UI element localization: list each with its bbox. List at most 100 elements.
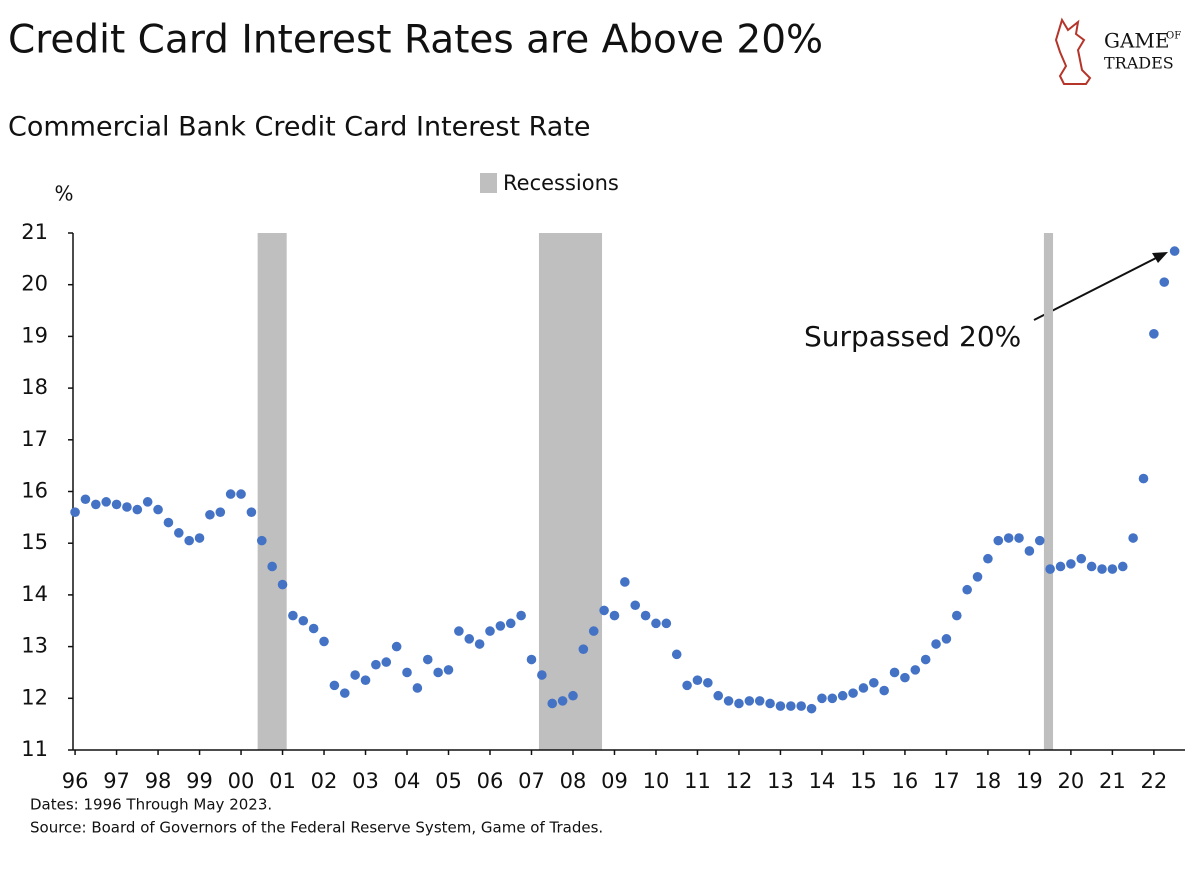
- recession-band: [1043, 233, 1054, 750]
- point: [215, 507, 226, 517]
- note: Dates: 1996 Through May 2023.: [30, 796, 272, 814]
- point: [495, 621, 506, 631]
- point: [184, 535, 194, 546]
- point: [931, 639, 941, 649]
- chart-subtitle: Commercial Bank Credit Card Interest Rat…: [8, 112, 591, 143]
- x-tick-label: 96: [62, 769, 89, 793]
- point: [1138, 473, 1149, 484]
- point: [827, 693, 838, 704]
- x-tick-label: 10: [643, 769, 670, 793]
- x-tick-label: 02: [311, 769, 338, 793]
- point: [225, 489, 236, 499]
- point: [723, 696, 734, 706]
- x-tick-label: 01: [269, 769, 296, 793]
- point: [516, 610, 526, 621]
- point: [889, 667, 900, 678]
- y-tick-label: 21: [21, 220, 48, 244]
- point: [848, 688, 858, 698]
- point: [837, 690, 848, 701]
- x-tick-label: 07: [518, 769, 545, 793]
- x-tick-label: 98: [145, 769, 172, 793]
- x-tick-label: 15: [850, 769, 877, 793]
- point: [1066, 559, 1076, 569]
- point: [869, 677, 879, 688]
- point: [941, 634, 952, 644]
- point: [132, 504, 143, 515]
- point: [454, 626, 464, 636]
- x-tick-label: 05: [435, 769, 462, 793]
- point: [474, 639, 485, 649]
- point: [920, 654, 931, 665]
- point: [1169, 246, 1180, 256]
- point: [588, 626, 599, 636]
- point: [765, 698, 775, 709]
- annotation-arrow: [1033, 255, 1161, 321]
- point: [246, 507, 257, 517]
- point: [236, 489, 246, 499]
- point: [1149, 329, 1159, 339]
- point: [630, 600, 641, 611]
- x-tick-label: 04: [394, 769, 421, 793]
- point: [308, 623, 319, 634]
- point: [692, 675, 703, 686]
- point: [806, 703, 817, 714]
- y-tick-label: 17: [21, 427, 48, 451]
- point: [651, 618, 661, 629]
- point: [1014, 533, 1024, 543]
- y-tick-label: 16: [21, 479, 48, 503]
- annotation: Surpassed 20%: [804, 320, 1021, 353]
- logo-text: GAME: [1104, 29, 1170, 53]
- x-tick-label: 03: [352, 769, 379, 793]
- recession-band: [538, 233, 603, 750]
- point: [122, 502, 132, 512]
- point: [682, 680, 692, 691]
- x-tick-label: 17: [933, 769, 960, 793]
- point: [526, 654, 537, 665]
- point: [713, 690, 724, 701]
- x-tick-label: 20: [1058, 769, 1085, 793]
- y-tick-label: 14: [21, 582, 48, 606]
- point: [298, 615, 309, 626]
- point: [640, 610, 651, 621]
- x-tick-label: 16: [892, 769, 919, 793]
- point: [1003, 533, 1014, 543]
- point: [505, 618, 516, 629]
- point: [1086, 561, 1097, 572]
- x-tick-label: 06: [477, 769, 504, 793]
- point: [70, 507, 80, 517]
- point: [174, 528, 184, 538]
- point: [775, 701, 786, 711]
- x-tick-label: 18: [975, 769, 1002, 793]
- point: [267, 561, 277, 572]
- y-tick-label: 15: [21, 530, 48, 554]
- logo-icon: [1054, 17, 1092, 85]
- point: [962, 584, 972, 595]
- point: [91, 499, 101, 510]
- legend-swatch: [480, 173, 497, 193]
- y-axis-label: %: [54, 182, 73, 206]
- point: [993, 535, 1004, 546]
- point: [360, 675, 371, 686]
- point: [422, 654, 433, 665]
- recession-band: [257, 233, 287, 750]
- point: [402, 667, 412, 678]
- point: [568, 690, 578, 701]
- point: [786, 701, 796, 711]
- point: [1097, 564, 1107, 574]
- x-tick-label: 21: [1099, 769, 1126, 793]
- x-tick-label: 09: [601, 769, 628, 793]
- point: [371, 659, 381, 670]
- point: [796, 701, 806, 711]
- point: [1055, 561, 1066, 572]
- x-tick-label: 08: [560, 769, 587, 793]
- point: [412, 683, 423, 693]
- y-tick-label: 18: [21, 375, 48, 399]
- point: [1159, 277, 1170, 287]
- point: [754, 696, 765, 706]
- point: [900, 672, 910, 683]
- x-tick-label: 22: [1141, 769, 1168, 793]
- point: [391, 641, 402, 652]
- point: [578, 644, 589, 654]
- point: [858, 683, 869, 693]
- y-tick-label: 11: [21, 737, 48, 761]
